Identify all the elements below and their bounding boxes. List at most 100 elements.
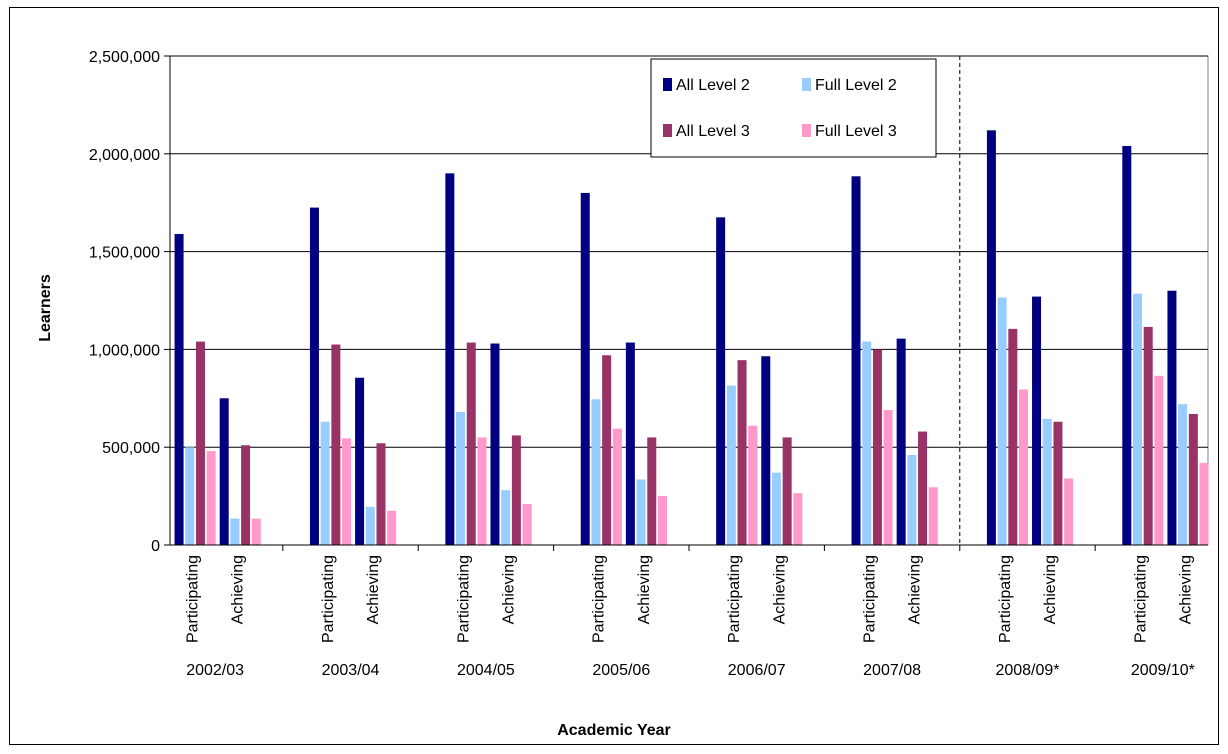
- x-category-label: Participating: [1132, 555, 1149, 643]
- bar-full-level-3: [793, 493, 803, 545]
- legend-label: Full Level 3: [815, 123, 897, 140]
- bar-all-level-2: [309, 207, 319, 545]
- bar-all-level-3: [782, 437, 792, 545]
- x-category-label: Achieving: [907, 555, 924, 624]
- bar-all-level-2: [490, 343, 500, 545]
- bars: [174, 130, 1209, 546]
- bar-full-level-2: [320, 421, 330, 545]
- y-axis-title: Learners: [37, 274, 54, 342]
- bar-all-level-3: [602, 355, 612, 545]
- bar-all-level-2: [716, 217, 726, 545]
- bar-all-level-3: [466, 342, 476, 545]
- bar-all-level-3: [511, 435, 521, 545]
- bar-full-level-2: [185, 447, 195, 545]
- x-category-label: Participating: [862, 555, 879, 643]
- x-tick-labels: Participating Achieving 2002/03 Participati…: [185, 555, 1195, 679]
- bar-all-level-3: [195, 341, 205, 545]
- bar-full-level-2: [456, 411, 466, 545]
- bar-full-level-2: [230, 518, 240, 545]
- x-category-label: Participating: [591, 555, 608, 643]
- y-tick-label: 500,000: [102, 440, 160, 457]
- bar-all-level-3: [1188, 413, 1198, 545]
- bar-full-level-3: [206, 451, 216, 545]
- bar-all-level-3: [647, 437, 657, 545]
- y-tick-label: 1,000,000: [89, 342, 160, 359]
- bar-all-level-2: [1032, 296, 1042, 545]
- bar-full-level-2: [501, 490, 511, 545]
- bar-all-level-3: [1143, 326, 1153, 545]
- bar-full-level-2: [591, 399, 601, 545]
- x-year-label: 2009/10*: [1131, 662, 1195, 679]
- bar-all-level-3: [376, 443, 386, 545]
- bar-all-level-3: [331, 344, 341, 545]
- bar-all-level-2: [580, 192, 590, 546]
- x-category-label: Achieving: [636, 555, 653, 624]
- x-year-label: 2003/04: [322, 662, 380, 679]
- bar-all-level-2: [1167, 290, 1177, 545]
- x-category-label: Participating: [320, 555, 337, 643]
- x-year-label: 2007/08: [863, 662, 921, 679]
- bar-all-level-3: [918, 431, 928, 545]
- bar-full-level-3: [477, 437, 487, 545]
- bar-full-level-3: [1064, 478, 1074, 545]
- bar-full-level-2: [1133, 293, 1143, 545]
- bar-full-level-2: [1178, 404, 1188, 545]
- legend-swatch: [802, 124, 811, 137]
- bar-full-level-3: [612, 428, 622, 545]
- bar-full-level-2: [726, 385, 736, 545]
- bar-full-level-3: [1019, 389, 1029, 545]
- bar-full-level-3: [522, 503, 532, 545]
- bar-full-level-3: [657, 496, 667, 545]
- legend-label: All Level 2: [676, 77, 750, 94]
- y-tick-label: 2,000,000: [89, 147, 160, 164]
- bar-all-level-2: [986, 130, 996, 545]
- bar-full-level-2: [907, 455, 917, 545]
- chart-frame: 0 500,000 1,000,000 1,500,000 2,000,000 2,500…: [9, 7, 1219, 745]
- bar-full-level-2: [862, 341, 872, 545]
- bar-full-level-2: [365, 506, 375, 545]
- bar-all-level-2: [851, 176, 861, 545]
- legend-label: Full Level 2: [815, 77, 897, 94]
- legend-label: All Level 3: [676, 123, 750, 140]
- x-category-label: Achieving: [771, 555, 788, 624]
- x-year-label: 2002/03: [186, 662, 244, 679]
- x-category-label: Participating: [726, 555, 743, 643]
- bar-all-level-2: [761, 356, 771, 545]
- x-axis-title: Academic Year: [557, 722, 671, 739]
- bar-full-level-3: [251, 518, 261, 545]
- x-category-label: Achieving: [500, 555, 517, 624]
- legend-swatch: [663, 124, 672, 137]
- bar-chart: 0 500,000 1,000,000 1,500,000 2,000,000 2,500…: [37, 49, 1209, 739]
- x-category-label: Achieving: [365, 555, 382, 624]
- bar-all-level-2: [896, 338, 906, 545]
- x-year-label: 2008/09*: [995, 662, 1059, 679]
- y-tick-label: 1,500,000: [89, 245, 160, 262]
- legend-swatch: [663, 78, 672, 91]
- bar-full-level-3: [387, 510, 397, 545]
- bar-all-level-3: [1053, 421, 1063, 545]
- legend-box: [650, 58, 937, 158]
- legend-swatch: [802, 78, 811, 91]
- x-category-label: Achieving: [230, 555, 247, 624]
- bar-all-level-2: [625, 342, 635, 545]
- x-category-label: Participating: [185, 555, 202, 643]
- bar-all-level-2: [219, 398, 229, 545]
- bar-full-level-3: [1199, 462, 1209, 545]
- x-year-label: 2004/05: [457, 662, 515, 679]
- bar-full-level-3: [1154, 375, 1164, 545]
- bar-all-level-3: [1008, 328, 1018, 545]
- x-category-label: Participating: [455, 555, 472, 643]
- y-tick-labels: 0 500,000 1,000,000 1,500,000 2,000,000 2,500…: [89, 49, 160, 555]
- legend: All Level 2 Full Level 2 All Level 3 Full L…: [650, 58, 937, 158]
- bar-full-level-3: [748, 425, 758, 545]
- bar-full-level-3: [883, 410, 893, 545]
- axes: [164, 55, 1208, 551]
- bar-all-level-3: [872, 349, 882, 545]
- x-year-label: 2005/06: [592, 662, 650, 679]
- x-category-label: Achieving: [1177, 555, 1194, 624]
- bar-full-level-3: [928, 487, 938, 545]
- x-category-label: Achieving: [1042, 555, 1059, 624]
- y-tick-label: 0: [151, 538, 160, 555]
- x-year-label: 2006/07: [728, 662, 786, 679]
- bar-all-level-2: [445, 173, 455, 546]
